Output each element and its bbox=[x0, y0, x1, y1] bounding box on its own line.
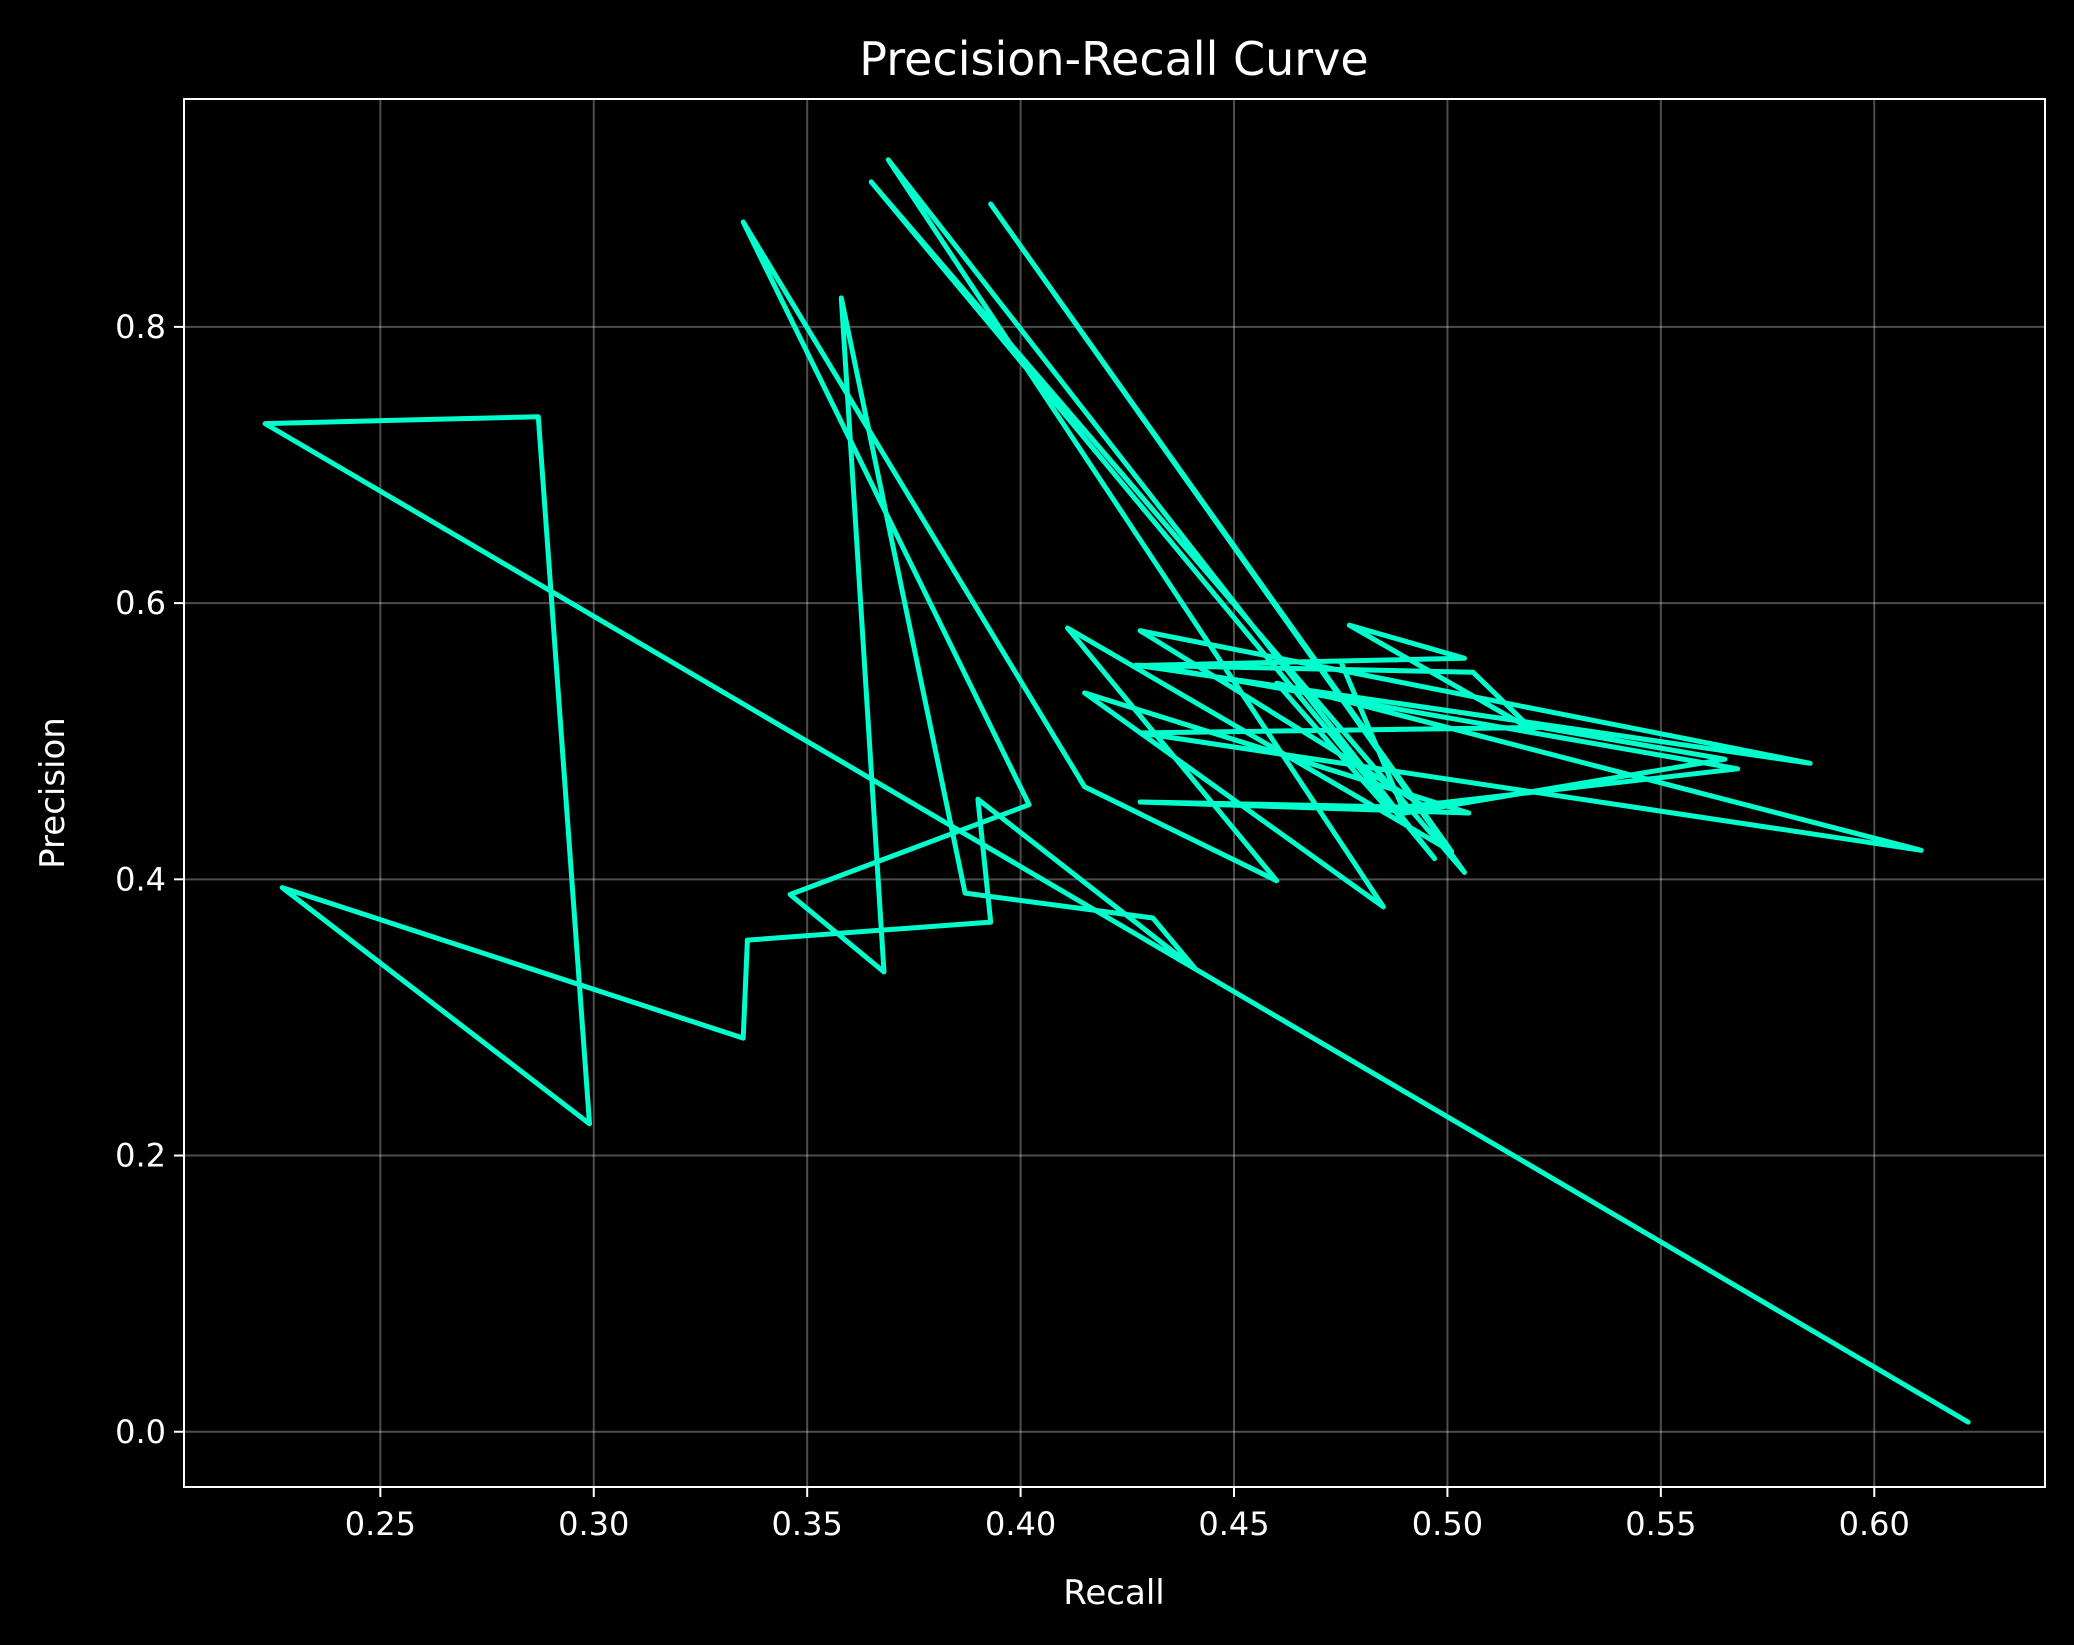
x-tick-label: 0.35 bbox=[772, 1505, 843, 1543]
x-tick-label: 0.40 bbox=[985, 1505, 1056, 1543]
plot-frame bbox=[183, 98, 2046, 1488]
y-tick-label: 0.0 bbox=[115, 1413, 166, 1451]
y-axis-ticks: 0.0 0.2 0.4 0.6 0.8 bbox=[115, 308, 184, 1451]
y-tick-label: 0.8 bbox=[115, 308, 166, 346]
chart-title: Precision-Recall Curve bbox=[859, 32, 1368, 86]
pr-curve-line bbox=[262, 157, 1971, 1425]
y-tick-label: 0.6 bbox=[115, 584, 166, 622]
x-tick-label: 0.60 bbox=[1839, 1505, 1910, 1543]
y-axis-label: Precision bbox=[33, 717, 73, 869]
x-axis-label: Recall bbox=[1063, 1573, 1164, 1613]
series-layer bbox=[262, 157, 1971, 1425]
y-tick-label: 0.2 bbox=[115, 1137, 166, 1175]
x-tick-label: 0.50 bbox=[1412, 1505, 1483, 1543]
x-tick-label: 0.45 bbox=[1198, 1505, 1269, 1543]
x-tick-label: 0.30 bbox=[558, 1505, 629, 1543]
x-tick-label: 0.55 bbox=[1625, 1505, 1696, 1543]
x-axis-ticks: 0.25 0.30 0.35 0.40 0.45 0.50 0.55 0.60 bbox=[345, 1487, 1910, 1543]
y-tick-label: 0.4 bbox=[115, 860, 166, 898]
x-tick-label: 0.25 bbox=[345, 1505, 416, 1543]
